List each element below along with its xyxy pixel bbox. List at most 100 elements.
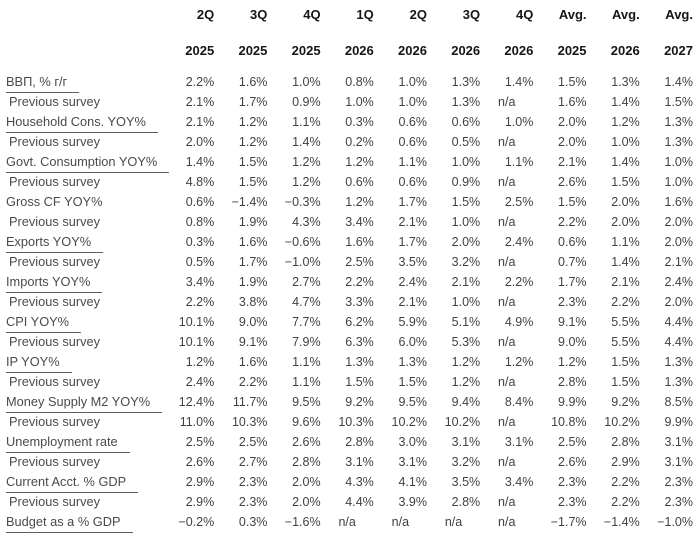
value-cell: 9.9% (664, 415, 694, 429)
value-cell: 1.0% (398, 95, 427, 109)
value-cell: 5.1% (451, 315, 481, 329)
row-label: Exports YOY% (6, 234, 104, 253)
value-cell: 1.5% (611, 355, 640, 369)
value-cell: 2.4% (664, 275, 694, 289)
value-cell: 9.0% (558, 335, 587, 349)
value-cell: 1.1% (504, 155, 534, 169)
table-row: Exports YOY% 0.3% 1.6% −0.6% 1.6% 1.7% 2.0% 2.4… (0, 232, 700, 253)
value-cell: 4.3% (292, 215, 321, 229)
quarter-header-cell: Avg. (558, 7, 587, 22)
value-cell: 4.7% (292, 295, 321, 309)
value-cell: 2.3% (238, 495, 268, 509)
table-row: Previous survey 2.1% 1.7% 0.9% 1.0% 1.0% 1.3% n… (0, 92, 700, 112)
row-label: Current Acct. % GDP (6, 474, 139, 493)
value-cell: 2.5% (504, 195, 534, 209)
value-cell: 1.6% (558, 95, 587, 109)
value-cell: 3.0% (398, 435, 427, 449)
row-label: Money Supply M2 YOY% (6, 394, 163, 413)
value-cell: 2.3% (558, 295, 587, 309)
value-cell: 2.3% (664, 495, 694, 509)
value-cell: 1.3% (451, 95, 481, 109)
value-cell: 10.1% (178, 315, 215, 329)
table-row: CPI YOY% 10.1% 9.0% 7.7% 6.2% 5.9% 5.1% 4.9% 9.1… (0, 312, 700, 333)
value-cell: 2.6% (558, 455, 587, 469)
value-cell: −1.7% (550, 515, 587, 529)
value-cell: 2.2% (611, 295, 640, 309)
table-row: Household Cons. YOY% 2.1% 1.2% 1.1% 0.3% 0.6%… (0, 112, 700, 133)
value-cell: 2.4% (398, 275, 427, 289)
value-cell: 5.3% (451, 335, 481, 349)
year-header-cell: 2025 (557, 43, 587, 58)
value-cell: 1.3% (398, 355, 427, 369)
value-cell: 2.8% (345, 435, 374, 449)
row-label-cell: CPI YOY% (0, 312, 168, 333)
row-label: CPI YOY% (6, 314, 82, 333)
value-cell: n/a (498, 95, 516, 109)
row-label: Previous survey (9, 134, 101, 149)
value-cell: −1.4% (603, 515, 640, 529)
value-cell: 11.7% (232, 395, 268, 409)
value-cell: 0.9% (451, 175, 481, 189)
value-cell: 10.3% (231, 415, 268, 429)
value-cell: −1.0% (657, 515, 693, 529)
value-cell: 1.5% (238, 175, 268, 189)
value-cell: 0.2% (345, 135, 374, 149)
row-label-cell: Unemployment rate (0, 432, 168, 453)
table-row: Previous survey 2.4% 2.2% 1.1% 1.5% 1.5% 1.2% n… (0, 372, 700, 392)
quarter-header-cell: Avg. (665, 7, 693, 22)
value-cell: 1.2% (238, 115, 268, 129)
value-cell: 0.6% (558, 235, 587, 249)
value-cell: 3.4% (504, 475, 534, 489)
value-cell: 2.0% (292, 495, 321, 509)
table-row: Previous survey 4.8% 1.5% 1.2% 0.6% 0.6% 0.9% n… (0, 172, 700, 192)
value-cell: n/a (498, 135, 516, 149)
value-cell: 2.5% (185, 435, 215, 449)
row-label: IP YOY% (6, 354, 72, 373)
value-cell: 2.2% (238, 375, 268, 389)
value-cell: 9.1% (558, 315, 587, 329)
value-cell: 4.4% (664, 315, 694, 329)
year-header-cell: 2025 (185, 43, 215, 58)
value-cell: 1.9% (238, 275, 268, 289)
year-header-cell: 2026 (504, 43, 534, 58)
value-cell: 1.5% (558, 195, 587, 209)
value-cell: −0.6% (284, 235, 321, 249)
row-label: Previous survey (9, 254, 101, 269)
table-row: Unemployment rate 2.5% 2.5% 2.6% 2.8% 3.0% 3.1… (0, 432, 700, 453)
table-row: Previous survey 0.8% 1.9% 4.3% 3.4% 2.1% 1.0% n… (0, 212, 700, 232)
year-header-cell: 2025 (238, 43, 268, 58)
table-row: Previous survey 2.0% 1.2% 1.4% 0.2% 0.6% 0.5% n… (0, 132, 700, 152)
value-cell: 2.7% (238, 455, 268, 469)
value-cell: 10.2% (391, 415, 427, 429)
year-header-cell: 2026 (398, 43, 427, 58)
value-cell: 2.8% (558, 375, 587, 389)
value-cell: 1.4% (292, 135, 321, 149)
value-cell: 2.3% (664, 475, 694, 489)
value-cell: 0.9% (292, 95, 321, 109)
table-row: IP YOY% 1.2% 1.6% 1.1% 1.3% 1.3% 1.2% 1.2% 1.2% 1… (0, 352, 700, 373)
value-cell: 3.1% (398, 455, 427, 469)
value-cell: 9.0% (238, 315, 268, 329)
value-cell: 1.4% (664, 75, 694, 89)
value-cell: 2.1% (398, 215, 427, 229)
value-cell: 1.9% (238, 215, 268, 229)
row-label: Previous survey (9, 454, 101, 469)
value-cell: n/a (498, 495, 516, 509)
row-label: Previous survey (9, 494, 101, 509)
value-cell: 1.5% (238, 155, 268, 169)
value-cell: 8.5% (664, 395, 694, 409)
value-cell: 2.4% (504, 235, 534, 249)
value-cell: −1.6% (284, 515, 321, 529)
value-cell: 1.5% (611, 175, 640, 189)
value-cell: 9.9% (558, 395, 587, 409)
value-cell: n/a (498, 415, 516, 429)
value-cell: 3.9% (398, 495, 427, 509)
value-cell: 3.2% (451, 255, 481, 269)
value-cell: 1.3% (611, 75, 640, 89)
value-cell: n/a (498, 335, 516, 349)
value-cell: 2.1% (558, 155, 587, 169)
table-row: Imports YOY% 3.4% 1.9% 2.7% 2.2% 2.4% 2.1% 2.2%… (0, 272, 700, 293)
year-header-cell: 2026 (610, 43, 640, 58)
value-cell: 2.1% (451, 275, 481, 289)
